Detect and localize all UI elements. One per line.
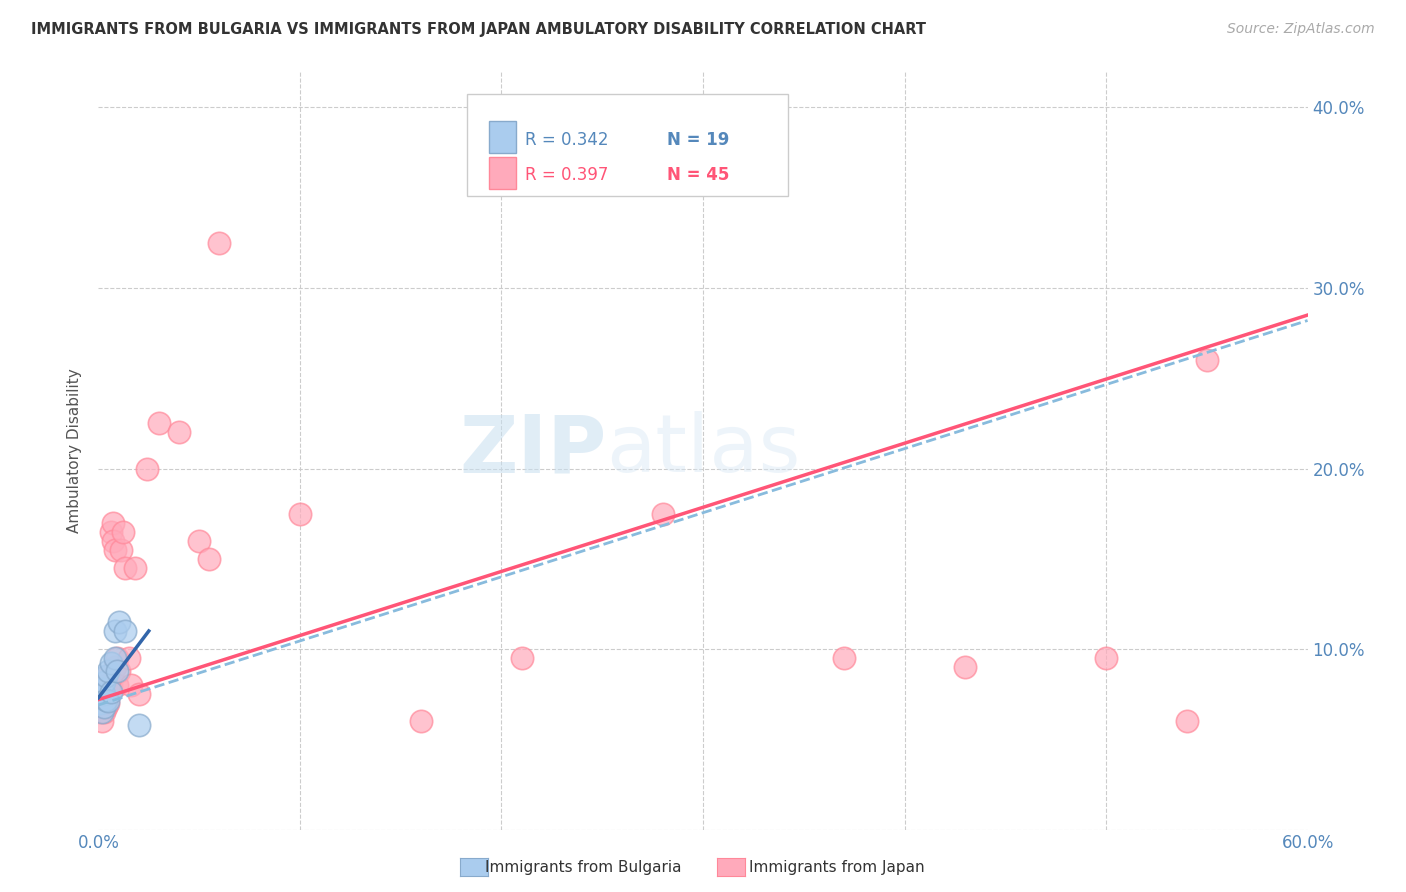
Point: [91, 692, 114, 706]
Point: [188, 533, 211, 548]
Point: [288, 507, 311, 521]
Text: R = 0.342: R = 0.342: [526, 130, 609, 149]
Point: [96, 669, 118, 683]
Point: [510, 651, 533, 665]
Point: [128, 687, 150, 701]
Point: [91, 681, 114, 696]
Text: N = 19: N = 19: [666, 130, 730, 149]
Point: [97, 669, 120, 683]
Point: [96, 699, 118, 714]
Text: Source: ZipAtlas.com: Source: ZipAtlas.com: [1227, 22, 1375, 37]
Point: [97, 664, 120, 678]
Text: Immigrants from Japan: Immigrants from Japan: [749, 860, 924, 874]
Point: [89, 705, 111, 719]
Point: [100, 657, 122, 671]
Text: IMMIGRANTS FROM BULGARIA VS IMMIGRANTS FROM JAPAN AMBULATORY DISABILITY CORRELAT: IMMIGRANTS FROM BULGARIA VS IMMIGRANTS F…: [31, 22, 927, 37]
Text: atlas: atlas: [606, 411, 800, 490]
Point: [128, 718, 150, 732]
FancyBboxPatch shape: [489, 121, 516, 153]
Point: [100, 685, 122, 699]
Point: [93, 674, 115, 689]
Point: [208, 235, 231, 250]
Point: [103, 624, 125, 638]
Point: [97, 696, 120, 710]
Point: [101, 516, 124, 530]
Point: [93, 705, 115, 719]
Text: Immigrants from Bulgaria: Immigrants from Bulgaria: [485, 860, 682, 874]
Point: [118, 651, 141, 665]
FancyBboxPatch shape: [489, 157, 516, 189]
Point: [1195, 353, 1218, 368]
Point: [135, 461, 157, 475]
Point: [91, 690, 114, 705]
Point: [96, 692, 118, 706]
Point: [105, 664, 128, 678]
Point: [120, 678, 142, 692]
Y-axis label: Ambulatory Disability: Ambulatory Disability: [67, 368, 83, 533]
Point: [93, 681, 115, 696]
Point: [110, 542, 132, 557]
Point: [103, 542, 125, 557]
Point: [105, 678, 128, 692]
Point: [107, 615, 129, 629]
Point: [91, 714, 114, 729]
Point: [100, 524, 122, 539]
Point: [832, 651, 855, 665]
Point: [89, 696, 111, 710]
Point: [124, 561, 146, 575]
Point: [91, 705, 114, 719]
Point: [97, 694, 120, 708]
Text: N = 45: N = 45: [666, 166, 730, 185]
Point: [148, 417, 170, 431]
Point: [100, 678, 122, 692]
Point: [103, 651, 125, 665]
Point: [93, 699, 115, 714]
FancyBboxPatch shape: [467, 95, 787, 196]
Text: ZIP: ZIP: [458, 411, 606, 490]
Point: [167, 425, 190, 440]
Point: [953, 660, 976, 674]
Point: [105, 651, 128, 665]
Point: [114, 561, 136, 575]
Point: [96, 678, 118, 692]
Text: R = 0.397: R = 0.397: [526, 166, 609, 185]
Point: [114, 624, 136, 638]
Point: [1175, 714, 1198, 729]
Point: [651, 507, 673, 521]
Point: [91, 699, 114, 714]
Point: [1095, 651, 1118, 665]
Point: [103, 660, 125, 674]
Point: [409, 714, 432, 729]
Point: [93, 696, 115, 710]
Point: [97, 681, 120, 696]
Point: [107, 664, 129, 678]
Point: [96, 692, 118, 706]
Point: [198, 551, 221, 566]
Point: [93, 687, 115, 701]
Point: [111, 524, 134, 539]
Point: [101, 533, 124, 548]
Point: [89, 696, 111, 710]
